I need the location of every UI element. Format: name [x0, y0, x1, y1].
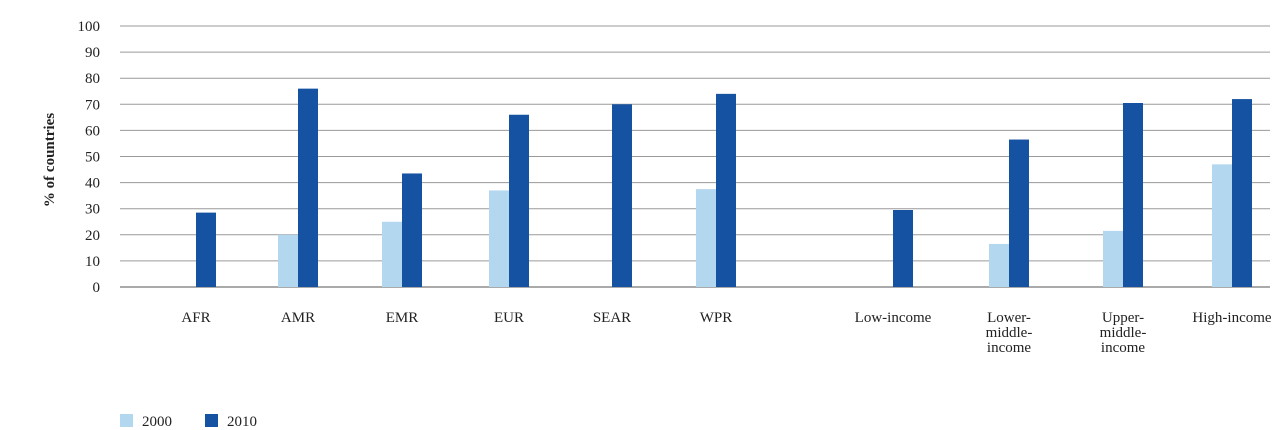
legend-swatch [120, 414, 133, 427]
y-tick-label: 30 [85, 202, 100, 218]
category-label: EMR [386, 310, 419, 326]
legend: 2000 2010 [120, 414, 257, 430]
category-label: SEAR [593, 310, 631, 326]
y-tick-label: 60 [85, 123, 100, 139]
bars [196, 88, 1252, 288]
bar-2000 [1212, 164, 1232, 287]
bar-2010 [509, 114, 529, 288]
y-tick-label: 20 [85, 228, 100, 244]
bar-2010 [1009, 139, 1029, 287]
bar-2010 [1232, 99, 1252, 287]
category-label: High-income [1192, 310, 1271, 326]
bar-2000 [278, 234, 298, 287]
y-tick-label: 70 [85, 97, 100, 113]
y-tick-label: 40 [85, 176, 100, 192]
bar-2010 [1123, 102, 1143, 288]
bar-2010 [612, 104, 632, 287]
category-label: WPR [700, 310, 733, 326]
category-label: AFR [181, 310, 210, 326]
legend-label: 2000 [142, 414, 172, 430]
category-label: Low-income [855, 310, 932, 326]
y-tick-labels: 0 10 20 30 40 50 60 70 80 90 100 [78, 19, 101, 296]
bar-2000 [489, 190, 509, 287]
bar-2000 [989, 243, 1009, 287]
bar-2010 [298, 88, 318, 287]
y-tick-label: 0 [93, 280, 101, 296]
bar-2010 [196, 212, 216, 287]
bar-2000 [382, 221, 402, 287]
bar-2010 [716, 93, 736, 287]
y-tick-label: 80 [85, 71, 100, 87]
bar-2010 [402, 173, 422, 287]
y-tick-label: 50 [85, 150, 100, 166]
legend-label: 2010 [227, 414, 257, 430]
bar-2000 [1103, 230, 1123, 287]
category-label: Lower-middle-income [986, 310, 1033, 356]
y-axis-label: % of countries [42, 113, 58, 207]
category-label: AMR [281, 310, 315, 326]
y-tick-label: 90 [85, 45, 100, 61]
bar-2000 [696, 189, 716, 287]
bar-2010 [893, 210, 913, 287]
y-tick-label: 10 [85, 254, 100, 270]
category-labels: AFR AMR EMR EUR SEAR WPR Low-income Lower-middl… [181, 310, 1272, 356]
y-tick-label: 100 [78, 19, 101, 35]
category-label: EUR [494, 310, 524, 326]
legend-swatch [205, 414, 218, 427]
category-label: Upper-middle-income [1100, 310, 1147, 356]
